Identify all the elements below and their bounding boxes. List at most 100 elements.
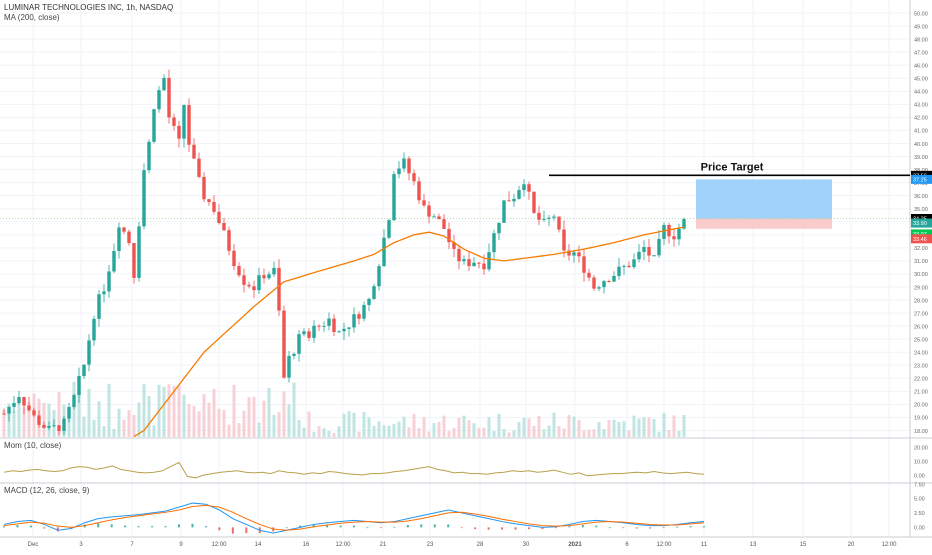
candle-body [377,266,381,287]
candle-body [52,425,56,427]
price-tick-label: 18.00 [914,429,928,435]
price-tick-label: 41.00 [914,129,928,135]
candle-body [242,275,246,285]
macd-tick-label: 2.50 [914,511,925,517]
macd-histogram-bar [581,525,584,528]
candle-body [182,105,186,139]
volume-bar [337,426,341,437]
volume-bar [302,427,306,437]
candle-body [47,425,51,428]
volume-bar [57,392,61,437]
candle-body [437,216,441,220]
macd-histogram-bar [97,523,100,528]
macd-histogram-bar [29,525,32,528]
candle-body [137,226,141,278]
volume-bar [342,413,346,437]
volume-bar [577,419,581,437]
macd-histogram-bar [474,527,477,530]
candle-body [352,314,356,328]
volume-bar [632,415,636,437]
macd-histogram-bar [406,525,409,528]
volume-bar [107,383,111,437]
time-tick-label: 12:00 [881,542,897,548]
candle-body [67,406,71,419]
candle-body [92,318,96,341]
macd-histogram-bar [501,527,504,530]
time-tick-label: 11 [701,542,708,548]
candle-body [172,117,176,126]
candle-body [617,266,621,276]
candle-body [342,328,346,332]
candle-body [232,250,236,267]
volume-bar [527,418,531,437]
candle-body [42,424,46,428]
volume-bar [312,431,316,437]
candle-body [422,200,426,206]
candle-body [62,418,66,431]
candle-body [142,170,146,227]
volume-bar [532,425,536,437]
candle-body [532,191,536,213]
price-tick-label: 31.00 [914,259,928,265]
candle-body [557,216,561,230]
candle-body [427,205,431,217]
macd-histogram-bar [420,524,423,528]
candle-body [207,199,211,203]
macd-histogram-bar [703,526,705,528]
target-zone [696,179,832,219]
volume-bar [617,421,621,437]
price-tick-label: 46.00 [914,64,928,70]
volume-bar [322,428,326,437]
volume-bar [382,425,386,437]
volume-bar [307,411,311,437]
mom-tick-label: 10.00 [914,459,928,465]
candle-body [447,228,451,243]
candle-body [287,355,291,378]
candle-body [327,318,331,326]
time-tick-label: 28 [477,542,484,548]
candle-body [237,266,241,276]
candle-body [32,410,36,416]
candle-body [597,287,601,289]
macd-histogram-bar [447,524,450,528]
price-tick-label: 49.00 [914,24,928,30]
macd-histogram-bar [622,527,625,529]
volume-bar [257,422,261,437]
price-tick-label: 28.00 [914,298,928,304]
signal-line [3,504,705,531]
price-tick-label: 26.00 [914,324,928,330]
volume-bar [402,416,406,437]
volume-bar [212,389,216,437]
macd-histogram-bar [3,526,5,528]
volume-bar [667,430,671,437]
candle-body [347,327,351,329]
candle-body [662,224,666,239]
macd-histogram-bar [608,527,611,529]
volume-bar [177,385,181,437]
candle-body [472,262,476,267]
candle-body [467,259,471,267]
candle-body [187,105,191,145]
volume-bar [557,426,561,437]
price-tick-label: 32.00 [914,246,928,252]
candle-body [642,246,646,252]
price-tick-label: 30.00 [914,272,928,278]
volume-bar [427,431,431,437]
candle-body [262,275,266,279]
volume-bar [182,394,186,437]
price-tick-label: 35.00 [914,207,928,213]
candle-body [7,406,11,414]
price-label-box [911,229,932,239]
price-tick-label: 20.00 [914,403,928,409]
volume-bar [217,408,221,437]
price-tick-label: 23.00 [914,364,928,370]
macd-histogram-bar [676,526,679,528]
volume-bar [232,384,236,437]
candle-body [197,158,201,177]
candle-body [27,405,31,411]
candle-body [317,325,321,327]
volume-bar [112,428,116,437]
price-tick-label: 19.00 [914,416,928,422]
macd-histogram-bar [379,527,382,529]
